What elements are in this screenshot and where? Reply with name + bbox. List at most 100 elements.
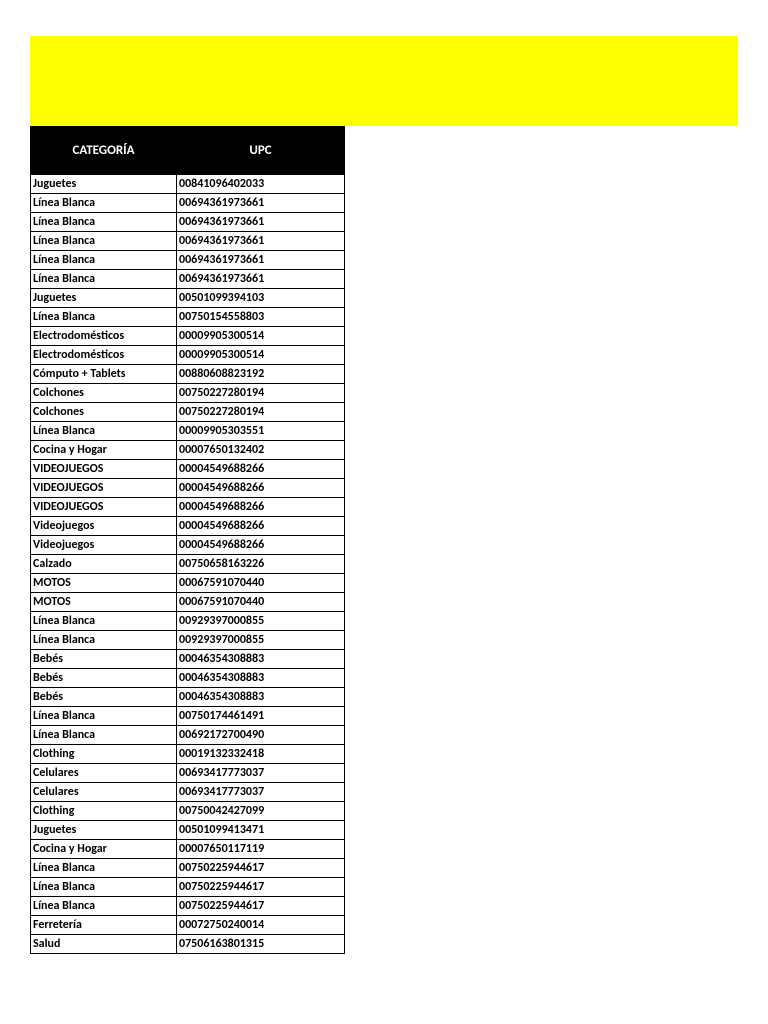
- cell-upc: 00004549688266: [177, 460, 345, 479]
- table-row: Línea Blanca00750154558803: [31, 308, 345, 327]
- cell-categoria: Juguetes: [31, 821, 177, 840]
- table-row: Línea Blanca00929397000855: [31, 631, 345, 650]
- cell-categoria: Cocina y Hogar: [31, 840, 177, 859]
- cell-categoria: Bebés: [31, 688, 177, 707]
- cell-categoria: Electrodomésticos: [31, 346, 177, 365]
- cell-categoria: Línea Blanca: [31, 859, 177, 878]
- table-row: Cocina y Hogar00007650132402: [31, 441, 345, 460]
- cell-categoria: Ferretería: [31, 916, 177, 935]
- cell-categoria: Colchones: [31, 403, 177, 422]
- cell-categoria: Línea Blanca: [31, 707, 177, 726]
- table-row: Línea Blanca00750174461491: [31, 707, 345, 726]
- cell-categoria: Línea Blanca: [31, 213, 177, 232]
- cell-upc: 00009905303551: [177, 422, 345, 441]
- cell-categoria: Línea Blanca: [31, 194, 177, 213]
- table-row: Línea Blanca00694361973661: [31, 194, 345, 213]
- cell-categoria: Juguetes: [31, 289, 177, 308]
- cell-upc: 00750658163226: [177, 555, 345, 574]
- table-row: Línea Blanca00694361973661: [31, 232, 345, 251]
- cell-upc: 00929397000855: [177, 612, 345, 631]
- table-row: VIDEOJUEGOS00004549688266: [31, 460, 345, 479]
- table-row: MOTOS00067591070440: [31, 593, 345, 612]
- cell-upc: 00007650132402: [177, 441, 345, 460]
- table-row: Colchones00750227280194: [31, 384, 345, 403]
- cell-upc: 00019132332418: [177, 745, 345, 764]
- table-row: Calzado00750658163226: [31, 555, 345, 574]
- cell-upc: 00880608823192: [177, 365, 345, 384]
- cell-categoria: Calzado: [31, 555, 177, 574]
- cell-upc: 00693417773037: [177, 764, 345, 783]
- cell-upc: 00694361973661: [177, 232, 345, 251]
- cell-upc: 00046354308883: [177, 669, 345, 688]
- page: CATEGORÍA UPC Juguetes00841096402033Líne…: [0, 0, 768, 984]
- table-row: Línea Blanca00694361973661: [31, 251, 345, 270]
- cell-upc: 00750225944617: [177, 897, 345, 916]
- cell-categoria: Videojuegos: [31, 517, 177, 536]
- cell-categoria: Línea Blanca: [31, 308, 177, 327]
- cell-categoria: Bebés: [31, 669, 177, 688]
- cell-upc: 00072750240014: [177, 916, 345, 935]
- table-row: Ferretería00072750240014: [31, 916, 345, 935]
- table-row: Línea Blanca00750225944617: [31, 878, 345, 897]
- cell-categoria: MOTOS: [31, 574, 177, 593]
- table-row: Electrodomésticos00009905300514: [31, 346, 345, 365]
- table-row: Celulares00693417773037: [31, 764, 345, 783]
- cell-categoria: Cocina y Hogar: [31, 441, 177, 460]
- table-row: Clothing00750042427099: [31, 802, 345, 821]
- table-row: Línea Blanca00692172700490: [31, 726, 345, 745]
- cell-upc: 00750227280194: [177, 384, 345, 403]
- table-row: Clothing00019132332418: [31, 745, 345, 764]
- cell-categoria: Clothing: [31, 745, 177, 764]
- table-row: Colchones00750227280194: [31, 403, 345, 422]
- table-row: VIDEOJUEGOS00004549688266: [31, 498, 345, 517]
- table-row: Videojuegos00004549688266: [31, 536, 345, 555]
- cell-categoria: Bebés: [31, 650, 177, 669]
- cell-categoria: Línea Blanca: [31, 726, 177, 745]
- table-row: VIDEOJUEGOS00004549688266: [31, 479, 345, 498]
- cell-upc: 00007650117119: [177, 840, 345, 859]
- cell-categoria: Línea Blanca: [31, 270, 177, 289]
- cell-categoria: MOTOS: [31, 593, 177, 612]
- cell-upc: 00750042427099: [177, 802, 345, 821]
- cell-categoria: VIDEOJUEGOS: [31, 498, 177, 517]
- col-header-upc: UPC: [177, 127, 345, 175]
- table-row: Juguetes00501099394103: [31, 289, 345, 308]
- cell-categoria: Línea Blanca: [31, 612, 177, 631]
- cell-categoria: VIDEOJUEGOS: [31, 479, 177, 498]
- cell-upc: 00750225944617: [177, 878, 345, 897]
- cell-categoria: Línea Blanca: [31, 897, 177, 916]
- cell-categoria: Línea Blanca: [31, 251, 177, 270]
- cell-upc: 00004549688266: [177, 479, 345, 498]
- table-row: MOTOS00067591070440: [31, 574, 345, 593]
- data-table: CATEGORÍA UPC Juguetes00841096402033Líne…: [30, 126, 345, 954]
- table-row: Línea Blanca00009905303551: [31, 422, 345, 441]
- cell-upc: 00929397000855: [177, 631, 345, 650]
- cell-categoria: Celulares: [31, 764, 177, 783]
- table-row: Juguetes00841096402033: [31, 175, 345, 194]
- cell-categoria: Celulares: [31, 783, 177, 802]
- table-row: Salud07506163801315: [31, 935, 345, 954]
- cell-categoria: Clothing: [31, 802, 177, 821]
- cell-upc: 00750154558803: [177, 308, 345, 327]
- cell-categoria: Electrodomésticos: [31, 327, 177, 346]
- table-row: Cómputo + Tablets00880608823192: [31, 365, 345, 384]
- cell-upc: 00004549688266: [177, 517, 345, 536]
- cell-upc: 00841096402033: [177, 175, 345, 194]
- cell-upc: 00067591070440: [177, 574, 345, 593]
- cell-upc: 00501099413471: [177, 821, 345, 840]
- cell-upc: 00009905300514: [177, 327, 345, 346]
- cell-upc: 00046354308883: [177, 650, 345, 669]
- table-row: Línea Blanca00694361973661: [31, 213, 345, 232]
- cell-upc: 00694361973661: [177, 194, 345, 213]
- cell-categoria: Línea Blanca: [31, 878, 177, 897]
- cell-upc: 00004549688266: [177, 536, 345, 555]
- table-row: Juguetes00501099413471: [31, 821, 345, 840]
- cell-upc: 00694361973661: [177, 251, 345, 270]
- table-row: Electrodomésticos00009905300514: [31, 327, 345, 346]
- cell-categoria: Línea Blanca: [31, 631, 177, 650]
- cell-upc: 00501099394103: [177, 289, 345, 308]
- table-row: Línea Blanca00929397000855: [31, 612, 345, 631]
- cell-categoria: Línea Blanca: [31, 422, 177, 441]
- cell-upc: 07506163801315: [177, 935, 345, 954]
- cell-categoria: Cómputo + Tablets: [31, 365, 177, 384]
